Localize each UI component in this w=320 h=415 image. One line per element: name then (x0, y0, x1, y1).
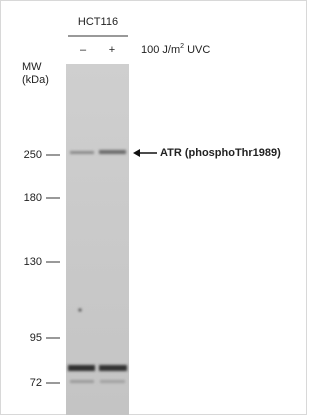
band (70, 380, 94, 383)
speck (79, 309, 82, 312)
mw-label: MW (22, 61, 42, 73)
band (70, 151, 94, 154)
band (99, 365, 127, 371)
marker-label: 95 (30, 332, 42, 344)
marker-label: 180 (24, 192, 42, 204)
annotation: ATR (phosphoThr1989) (160, 147, 281, 159)
lane-label: + (109, 44, 115, 56)
cell-line: HCT116 (78, 16, 118, 28)
treatment-unit: UVC (184, 44, 210, 56)
blot-figure: HCT116 – + 100 J/m2 UVC MW (kDa) 250 180… (0, 0, 307, 415)
treatment-text: 100 J/m (141, 44, 180, 56)
band (68, 365, 95, 371)
marker-label: 130 (24, 256, 42, 268)
marker-label: 250 (24, 149, 42, 161)
frame (1, 1, 307, 415)
marker-label: 72 (30, 377, 42, 389)
band (99, 150, 126, 154)
mw-label: (kDa) (22, 74, 49, 86)
band (100, 380, 125, 383)
treatment: 100 J/m2 UVC (141, 43, 210, 56)
gel (66, 64, 129, 415)
lane-label: – (80, 44, 87, 56)
page: {"header": {"cell_line": "HCT116", "lane… (0, 0, 320, 415)
